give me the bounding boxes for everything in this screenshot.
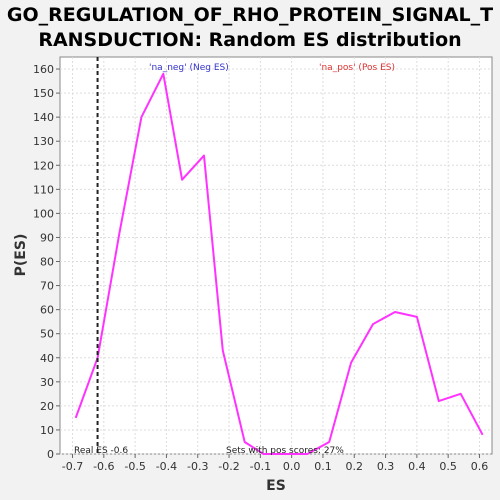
y-tick-label: 0 [47, 448, 54, 461]
legend-pos-es: 'na_pos' (Pos ES) [319, 63, 395, 73]
x-tick-label: -0.4 [156, 460, 177, 473]
y-tick-label: 160 [33, 63, 54, 76]
axes: -0.7 -0.6 -0.5 -0.4 -0.3 -0.2 -0.1 0.0 0.1 0.2 0.3… [33, 63, 488, 473]
y-axis-label: P(ES) [13, 234, 29, 277]
x-tick-label: -0.7 [62, 460, 83, 473]
y-tick-label: 130 [33, 135, 54, 148]
x-tick-label: 0.1 [314, 460, 332, 473]
plot-area [59, 56, 493, 455]
series-layer [74, 72, 484, 455]
x-tick-label: -0.3 [187, 460, 208, 473]
x-tick-label: -0.2 [218, 460, 239, 473]
x-tick-label: 0.0 [283, 460, 301, 473]
y-tick-label: 30 [40, 376, 54, 389]
y-tick-label: 40 [40, 352, 54, 365]
x-axis-label: ES [266, 478, 286, 494]
legend-neg-es: 'na_neg' (Neg ES) [149, 63, 229, 73]
y-tick-label: 50 [40, 328, 54, 341]
series-line-distribution [74, 72, 484, 455]
y-tick-label: 150 [33, 87, 54, 100]
y-tick-label: 70 [40, 280, 54, 293]
y-tick-label: 120 [33, 159, 54, 172]
grid-lines [60, 57, 492, 455]
y-tick-label: 60 [40, 304, 54, 317]
x-tick-label: 0.3 [377, 460, 395, 473]
y-tick-label: 110 [33, 183, 54, 196]
chart-title-line-2: RANSDUCTION: Random ES distribution [38, 29, 461, 51]
y-tick-label: 100 [33, 207, 54, 220]
real-es-label: Real ES -0.6 [74, 446, 128, 456]
y-tick-label: 20 [40, 400, 54, 413]
x-tick-label: -0.5 [124, 460, 145, 473]
x-tick-label: -0.1 [250, 460, 271, 473]
y-tick-label: 140 [33, 111, 54, 124]
y-tick-label: 10 [40, 424, 54, 437]
y-tick-label: 80 [40, 256, 54, 269]
x-tick-label: -0.6 [93, 460, 114, 473]
y-tick-label: 90 [40, 231, 54, 244]
x-tick-label: 0.6 [471, 460, 489, 473]
pos-scores-annotation: Sets with pos scores: 27% [226, 446, 344, 456]
chart-title-line-1: GO_REGULATION_OF_RHO_PROTEIN_SIGNAL_T [7, 4, 493, 26]
x-tick-label: 0.5 [439, 460, 457, 473]
x-tick-label: 0.4 [408, 460, 426, 473]
x-tick-label: 0.2 [346, 460, 364, 473]
